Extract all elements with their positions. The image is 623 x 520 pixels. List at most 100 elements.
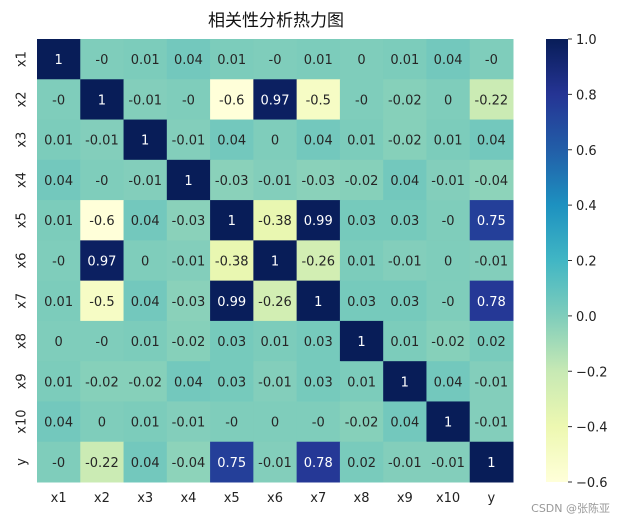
cell-value-label: -0.01 [388,255,422,270]
cell-value-label: 0.97 [87,255,116,270]
heatmap-cell [37,441,81,483]
heatmap-cell [123,401,168,443]
cell-value-label: -0.01 [258,375,292,390]
cell-value-label: 0.75 [217,456,246,471]
heatmap-cell [469,401,514,443]
cell-value-label: 1 [357,335,365,350]
heatmap-cell [339,401,384,443]
cell-value-label: -0 [442,214,455,229]
cell-value-label: 0.03 [347,214,376,229]
heatmap-cell [37,401,81,443]
cell-value-label: -0.6 [219,93,244,108]
heatmap-cell [166,280,211,322]
cell-value-label: 0.99 [304,214,333,229]
heatmap-cell [296,119,341,161]
x-tick-label: x2 [94,491,110,506]
heatmap-cell [469,441,514,483]
cell-value-label: 0.01 [390,335,419,350]
cell-value-label: -0.02 [172,335,206,350]
x-tick-labels: x1 x2 x3 x4 x5 x6 x7 x8 x9 x10 y [51,491,496,506]
heatmap-cell [296,200,341,241]
heatmap-cell [339,240,384,282]
cell-value-label: 0.03 [217,375,246,390]
colorbar-tick-label: −0.2 [576,365,608,380]
cell-value-label: -0 [355,93,368,108]
heatmap-cell [296,441,341,483]
heatmap-cell [37,200,81,241]
cell-value-label: 0.04 [174,375,203,390]
cell-value-label: 0 [357,53,365,68]
heatmap-cell [296,320,341,362]
heatmap-cell [339,200,384,241]
cell-value-label: -0.01 [475,255,509,270]
x-tick-label: x10 [436,491,460,506]
heatmap-cell [253,280,298,322]
heatmap-cell [210,79,254,121]
cell-value-label: -0.04 [172,456,206,471]
heatmap-cell [383,200,427,241]
cell-value-label: -0.02 [431,335,465,350]
heatmap-cell [296,39,341,80]
cell-value-label: -0.26 [258,295,292,310]
heatmap-cell [469,280,514,322]
cell-value-label: 0.04 [390,416,419,431]
heatmap-cell [469,240,514,282]
cell-value-label: 0.01 [434,134,463,149]
cell-value-label: -0.02 [345,416,379,431]
heatmap-cell [210,280,254,322]
x-tick-label: x5 [224,491,240,506]
heatmap-cell [426,441,471,483]
cell-value-label: -0.26 [301,255,335,270]
heatmap-cell [166,361,211,402]
colorbar-tick-label: 0.2 [576,255,597,270]
heatmap-cell [339,361,384,402]
cell-value-label: -0.38 [258,214,292,229]
heatmap-cell [166,159,211,201]
cell-value-label: 0.02 [347,456,376,471]
cell-value-label: 0.04 [434,375,463,390]
cell-value-label: 0.04 [477,134,506,149]
heatmap-cell [253,79,298,121]
cell-value-label: -0.01 [172,255,206,270]
cell-value-label: 0 [141,255,149,270]
heatmap-cell [123,119,168,161]
heatmap-cell [339,119,384,161]
cell-value-label: 0.01 [347,134,376,149]
heatmap-cell [210,320,254,362]
cell-value-label: -0.04 [475,174,509,189]
heatmap-cell [469,361,514,402]
heatmap-cell [296,401,341,443]
heatmap-cell [469,159,514,201]
colorbar-ticks: 1.0 0.8 0.6 0.4 0.2 0.0 −0.2 −0.4 −0.6 [568,33,608,491]
heatmap-cell [166,200,211,241]
cell-value-label: 0.03 [347,295,376,310]
cell-value-label: -0 [52,93,65,108]
heatmap-cell [426,320,471,362]
cell-value-label: -0 [52,456,65,471]
cell-value-label: 0.04 [174,53,203,68]
cell-value-label: 0.01 [44,134,73,149]
heatmap-cell [383,240,427,282]
heatmap-cell [123,240,168,282]
cell-value-label: 0.04 [44,174,73,189]
cell-value-label: 0.02 [477,335,506,350]
heatmap-cell [80,79,125,121]
heatmap-cell [383,280,427,322]
watermark: CSDN @张陈亚 [531,501,610,515]
heatmap-cell [37,280,81,322]
heatmap-cell [37,79,81,121]
heatmap-cell [383,159,427,201]
heatmap-cell [37,240,81,282]
cell-value-label: 1 [98,93,106,108]
heatmap-cell [166,39,211,80]
cell-value-label: 0.01 [131,416,160,431]
cell-value-label: 0.01 [304,53,333,68]
cell-value-label: 0 [271,134,279,149]
heatmap-cell [296,361,341,402]
cell-value-label: -0.02 [128,375,162,390]
heatmap-cell [166,240,211,282]
heatmap-cell [166,79,211,121]
cell-value-label: -0.03 [301,174,335,189]
cell-value-label: 0.03 [390,295,419,310]
